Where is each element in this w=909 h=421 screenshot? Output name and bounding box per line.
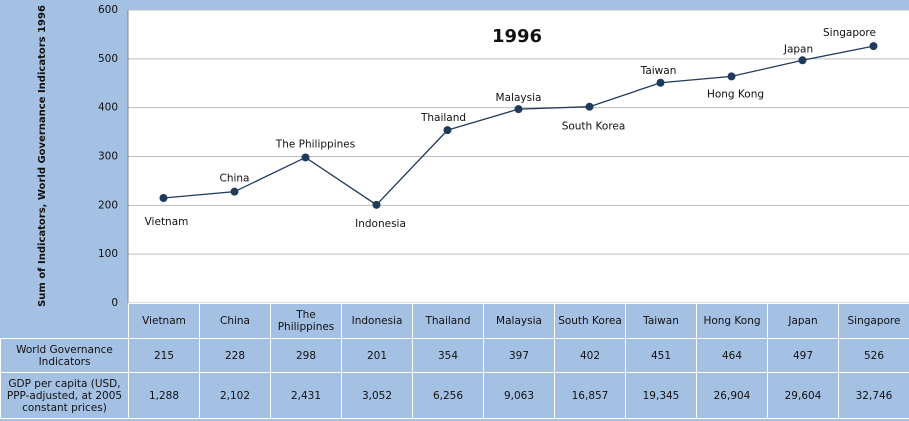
value-cell: 397 bbox=[483, 338, 555, 373]
category-cell: South Korea bbox=[554, 303, 626, 339]
y-tick-label: 0 bbox=[111, 297, 118, 309]
gdp-cell: 1,288 bbox=[128, 372, 200, 419]
value-cell: 201 bbox=[341, 338, 413, 373]
point bbox=[443, 126, 452, 135]
y-tick-label: 600 bbox=[98, 4, 118, 16]
point-label: Thailand bbox=[420, 112, 466, 124]
point-label: Indonesia bbox=[355, 218, 406, 230]
value-cell: 464 bbox=[696, 338, 768, 373]
gdp-cell: 32,746 bbox=[838, 372, 909, 419]
point-label: Vietnam bbox=[145, 216, 189, 228]
point-label: Hong Kong bbox=[707, 88, 764, 100]
point bbox=[656, 78, 665, 87]
point bbox=[514, 105, 523, 114]
category-cell: Thailand bbox=[412, 303, 484, 339]
y-tick-label: 100 bbox=[98, 248, 118, 260]
row-header: World Governance Indicators bbox=[0, 338, 129, 373]
gdp-cell: 2,431 bbox=[270, 372, 342, 419]
gdp-cell: 6,256 bbox=[412, 372, 484, 419]
category-cell: The Philippines bbox=[270, 303, 342, 339]
category-cell: Hong Kong bbox=[696, 303, 768, 339]
category-cell: Vietnam bbox=[128, 303, 200, 339]
point-label: Singapore bbox=[823, 27, 876, 39]
gdp-cell: 3,052 bbox=[341, 372, 413, 419]
gdp-cell: 29,604 bbox=[767, 372, 839, 419]
y-tick-label: 300 bbox=[98, 151, 118, 163]
point bbox=[301, 153, 310, 162]
point bbox=[798, 56, 807, 65]
category-cell: Indonesia bbox=[341, 303, 413, 339]
point bbox=[159, 194, 168, 203]
point-label: China bbox=[220, 173, 250, 185]
value-cell: 526 bbox=[838, 338, 909, 373]
gdp-cell: 19,345 bbox=[625, 372, 697, 419]
value-cell: 402 bbox=[554, 338, 626, 373]
category-cell: Malaysia bbox=[483, 303, 555, 339]
point-label: Japan bbox=[783, 43, 813, 55]
gdp-cell: 26,904 bbox=[696, 372, 768, 419]
point-label: Malaysia bbox=[496, 92, 542, 104]
chart-title: 1996 bbox=[492, 26, 542, 47]
point bbox=[727, 72, 736, 81]
point-label: Taiwan bbox=[640, 65, 677, 77]
point bbox=[585, 102, 594, 111]
gdp-cell: 2,102 bbox=[199, 372, 271, 419]
value-cell: 215 bbox=[128, 338, 200, 373]
gdp-cell: 16,857 bbox=[554, 372, 626, 419]
gdp-cell: 9,063 bbox=[483, 372, 555, 419]
y-tick-label: 200 bbox=[98, 199, 118, 211]
point bbox=[869, 42, 878, 51]
point bbox=[230, 187, 239, 196]
category-cell: Taiwan bbox=[625, 303, 697, 339]
row-header: GDP per capita (USD, PPP-adjusted, at 20… bbox=[0, 372, 129, 419]
value-cell: 298 bbox=[270, 338, 342, 373]
point-label: South Korea bbox=[562, 121, 626, 133]
category-cell: China bbox=[199, 303, 271, 339]
y-axis-label: Sum of Indicators, World Governance Indi… bbox=[37, 5, 48, 307]
value-cell: 451 bbox=[625, 338, 697, 373]
point bbox=[372, 200, 381, 209]
category-cell: Singapore bbox=[838, 303, 909, 339]
point-label: The Philippines bbox=[275, 138, 355, 150]
value-cell: 354 bbox=[412, 338, 484, 373]
value-cell: 228 bbox=[199, 338, 271, 373]
y-tick-label: 500 bbox=[98, 53, 118, 65]
y-tick-label: 400 bbox=[98, 102, 118, 114]
category-cell: Japan bbox=[767, 303, 839, 339]
value-cell: 497 bbox=[767, 338, 839, 373]
